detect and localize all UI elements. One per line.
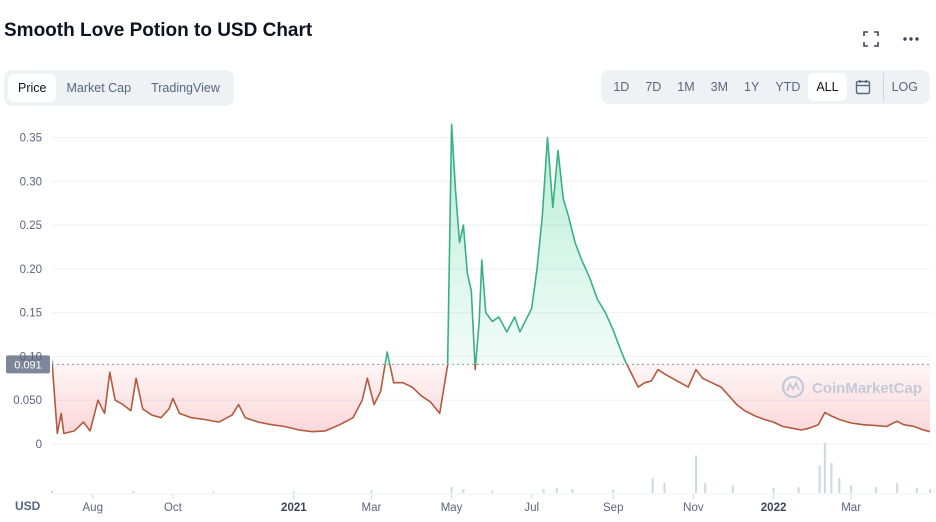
tab-price[interactable]: Price [8, 74, 57, 102]
volume-bar [555, 488, 558, 493]
header-actions [860, 28, 922, 50]
range-1d[interactable]: 1D [613, 80, 630, 94]
range-3m[interactable]: 3M [710, 80, 729, 94]
volume-bar [818, 465, 821, 493]
volume-bar [850, 485, 853, 493]
x-tick-label: Nov [683, 502, 704, 514]
volume-bar [830, 463, 833, 493]
y-tick-label: 0.35 [20, 133, 42, 145]
volume-bar [651, 478, 654, 493]
y-tick-label: 0.20 [20, 264, 42, 276]
volume-bar [292, 491, 295, 493]
tab-market-cap[interactable]: Market Cap [66, 81, 132, 95]
volume-bar [51, 490, 53, 493]
x-tick-label: Sep [603, 502, 623, 514]
volume-bar [915, 488, 918, 493]
range-all[interactable]: ALL [808, 73, 847, 101]
x-tick-label: 2022 [761, 502, 787, 514]
y-tick-label: 0.10 [20, 351, 42, 363]
volume-bar [571, 489, 574, 493]
volume-bar [612, 490, 615, 493]
volume-bar [491, 490, 494, 493]
volume-bar [875, 487, 878, 493]
x-tick-label: May [441, 502, 463, 514]
range-1y[interactable]: 1Y [744, 80, 760, 94]
volume-bar [663, 483, 666, 493]
calendar-icon[interactable] [847, 73, 879, 101]
volume-bar [695, 455, 698, 493]
range-7d[interactable]: 7D [645, 80, 662, 94]
volume-bar [797, 487, 800, 493]
volume-bar [212, 491, 215, 493]
volume-bar [772, 488, 775, 493]
x-tick-label: Jul [524, 502, 539, 514]
x-tick-label: Aug [83, 502, 103, 514]
chart-title: Smooth Love Potion to USD Chart [4, 20, 313, 41]
volume-bar [542, 489, 545, 493]
fullscreen-icon[interactable] [860, 28, 882, 50]
more-icon[interactable] [900, 28, 922, 50]
y-tick-label: 0.30 [20, 176, 42, 188]
price-line-below [52, 364, 930, 435]
volume-bar [704, 483, 707, 493]
y-tick-label: 0 [36, 439, 42, 451]
reference-price-label: 0.091 [14, 359, 42, 371]
price-line-above [52, 123, 628, 365]
range-1m[interactable]: 1M [677, 80, 695, 94]
volume-bar [929, 489, 931, 493]
reference-price-badge [6, 355, 50, 374]
volume-bar [450, 487, 453, 493]
coinmarketcap-logo [781, 375, 805, 399]
x-tick-label: Mar [361, 502, 381, 514]
volume-bar [132, 491, 135, 493]
x-tick-label: Oct [164, 502, 183, 514]
x-tick-label: Mar [841, 502, 861, 514]
volume-bar [370, 490, 373, 493]
y-tick-label: 0.15 [20, 308, 42, 320]
volume-bar [462, 489, 465, 493]
range-ytd[interactable]: YTD [775, 80, 801, 94]
volume-bar [823, 443, 826, 493]
view-tabs: Price Market Cap TradingView [4, 70, 234, 106]
watermark: CoinMarketCap [812, 380, 922, 397]
range-selector: 1D 7D 1M 3M 1Y YTD ALL LOG [601, 70, 930, 104]
x-tick-label: 2021 [281, 502, 307, 514]
volume-bar [731, 485, 734, 493]
y-tick-label: 0.25 [20, 220, 42, 232]
currency-label: USD [15, 499, 41, 513]
y-tick-label: 0.050 [13, 395, 42, 407]
log-scale-toggle[interactable]: LOG [882, 73, 926, 101]
tab-tradingview[interactable]: TradingView [151, 81, 220, 95]
volume-bar [838, 478, 841, 493]
volume-bar [896, 483, 899, 493]
